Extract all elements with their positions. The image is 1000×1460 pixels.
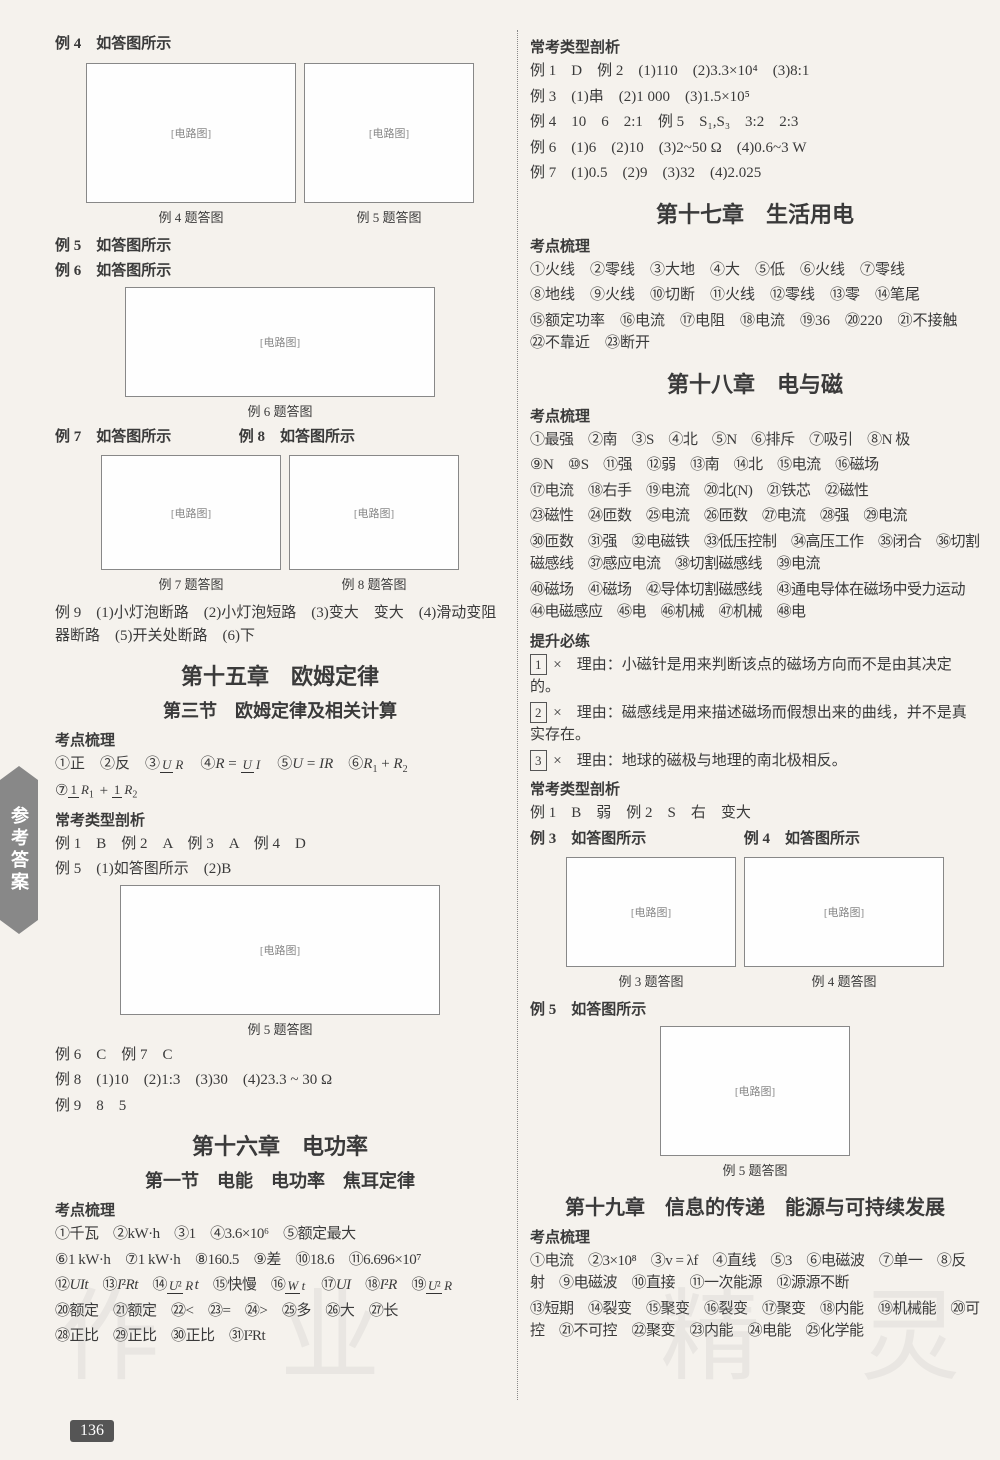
- figure-row-4-5: [电路图] 例 4 题答图 [电路图] 例 5 题答图: [55, 59, 505, 232]
- figure-ex5b-caption: 例 5 题答图: [55, 1019, 505, 1038]
- ck15-line4: 例 8 (1)10 (2)1:3 (3)30 (4)23.3 ~ 30 Ω: [55, 1069, 505, 1092]
- kaodian-heading-19: 考点梳理: [530, 1226, 980, 1247]
- figure-ex8: [电路图]: [289, 455, 459, 570]
- r-line1: 例 1 D 例 2 (1)110 (2)3.3×10⁴ (3)8:1: [530, 60, 980, 83]
- kaodian-heading-17: 考点梳理: [530, 235, 980, 256]
- figure-row-7-8: [电路图] 例 7 题答图 [电路图] 例 8 题答图: [55, 451, 505, 599]
- right-column: 常考类型剖析 例 1 D 例 2 (1)110 (2)3.3×10⁴ (3)8:…: [530, 30, 980, 1400]
- kd17-line1: ①火线 ②零线 ③大地 ④大 ⑤低 ⑥火线 ⑦零线: [530, 259, 980, 282]
- kd16-line1: ①千瓦 ②kW·h ③1 ④3.6×10⁶ ⑤额定最大: [55, 1223, 505, 1246]
- ck18-line2-3: 例 3 如答图所示 例 4 如答图所示: [530, 828, 980, 851]
- tisheng-heading: 提升必练: [530, 630, 980, 651]
- ts-line3: 3 × 理由：地球的磁极与地理的南北极相反。: [530, 750, 980, 773]
- kd16-line2: ⑥1 kW·h ⑦1 kW·h ⑧160.5 ⑨差 ⑩18.6 ⑪6.696×1…: [55, 1249, 505, 1272]
- chapter-16-title: 第十六章 电功率: [55, 1129, 505, 1161]
- ck15-line1: 例 1 B 例 2 A 例 3 A 例 4 D: [55, 833, 505, 856]
- r-line5: 例 7 (1)0.5 (2)9 (3)32 (4)2.025: [530, 162, 980, 185]
- ts2-text: × 理由：磁感线是用来描述磁场而假想出来的曲线，并不是真实存在。: [530, 705, 967, 744]
- figure-ex4-caption: 例 4 题答图: [86, 207, 296, 226]
- changkao-heading-18: 常考类型剖析: [530, 778, 980, 799]
- chapter-17-title: 第十七章 生活用电: [530, 197, 980, 229]
- kd16-line4: ⑳额定 ㉑额定 ㉒< ㉓= ㉔> ㉕多 ㉖大 ㉗长: [55, 1300, 505, 1323]
- ck18-ex5: 例 5 如答图所示: [530, 999, 980, 1022]
- kaodian-heading-15: 考点梳理: [55, 729, 505, 750]
- ck15-line2: 例 5 (1)如答图所示 (2)B: [55, 858, 505, 881]
- ck18-line1: 例 1 B 弱 例 2 S 右 变大: [530, 802, 980, 825]
- kd17-line2: ⑧地线 ⑨火线 ⑩切断 ⑪火线 ⑫零线 ⑬零 ⑭笔尾: [530, 284, 980, 307]
- ts-line1: 1 × 理由：小磁针是用来判断该点的磁场方向而不是由其决定的。: [530, 654, 980, 699]
- kaodian-heading-16: 考点梳理: [55, 1199, 505, 1220]
- changkao-heading-15: 常考类型剖析: [55, 809, 505, 830]
- section-15-3-title: 第三节 欧姆定律及相关计算: [55, 697, 505, 723]
- r-line4: 例 6 (1)6 (2)10 (3)2~50 Ω (4)0.6~3 W: [530, 137, 980, 160]
- kd17-line3: ⑮额定功率 ⑯电流 ⑰电阻 ⑱电流 ⑲36 ⑳220 ㉑不接触 ㉒不靠近 ㉓断开: [530, 310, 980, 355]
- kd15-content: ①正 ②反 ③UR ④R = UI ⑤U = IR ⑥R1 + R2: [55, 753, 505, 777]
- figure-ex7: [电路图]: [101, 455, 281, 570]
- column-divider: [517, 30, 518, 1400]
- chapter-15-title: 第十五章 欧姆定律: [55, 659, 505, 691]
- ts3-num: 3: [530, 750, 547, 772]
- kd19-line1: ①电流 ②3×10⁸ ③v = λf ④直线 ⑤3 ⑥电磁波 ⑦单一 ⑧反射 ⑨…: [530, 1250, 980, 1295]
- ts2-num: 2: [530, 702, 547, 724]
- kd18-line6: ㊵磁场 ㊶磁场 ㊷导体切割磁感线 ㊸通电导体在磁场中受力运动 ㊹电磁感应 ㊺电 …: [530, 579, 980, 624]
- kd18-line2: ⑨N ⑩S ⑪强 ⑫弱 ⑬南 ⑭北 ⑮电流 ⑯磁场: [530, 454, 980, 477]
- example-5-label: 例 5 如答图所示: [55, 235, 505, 258]
- example-7-label: 例 7 如答图所示: [55, 429, 171, 445]
- page-number: 136: [70, 1420, 114, 1442]
- r-line3: 例 4 10 6 2:1 例 5 S₁,S₃ 3:2 2:3: [530, 111, 980, 134]
- example-8-label: 例 8 如答图所示: [239, 429, 355, 445]
- figure-r-ex4-caption: 例 4 题答图: [744, 971, 944, 990]
- example-6-label: 例 6 如答图所示: [55, 260, 505, 283]
- example-7-8-row: 例 7 如答图所示 例 8 如答图所示: [55, 426, 505, 449]
- ts3-text: × 理由：地球的磁极与地理的南北极相反。: [553, 753, 846, 769]
- ts1-num: 1: [530, 654, 547, 676]
- figure-r-ex4: [电路图]: [744, 857, 944, 967]
- kd16-line3: ⑫UIt ⑬I²Rt ⑭U²Rt ⑮快慢 ⑯Wt ⑰UI ⑱I²R ⑲U²R: [55, 1274, 505, 1297]
- ts1-text: × 理由：小磁针是用来判断该点的磁场方向而不是由其决定的。: [530, 657, 952, 696]
- ck15-line5: 例 9 8 5: [55, 1095, 505, 1118]
- kd19-line2: ⑬短期 ⑭裂变 ⑮聚变 ⑯裂变 ⑰聚变 ⑱内能 ⑲机械能 ⑳可控 ㉑不可控 ㉒聚…: [530, 1298, 980, 1343]
- figure-ex6-caption: 例 6 题答图: [55, 401, 505, 420]
- sidebar-tab: 参考答案: [0, 780, 38, 920]
- ck18-ex4: 例 4 如答图所示: [744, 831, 860, 847]
- kaodian-heading-18: 考点梳理: [530, 405, 980, 426]
- ck15-line3: 例 6 C 例 7 C: [55, 1044, 505, 1067]
- figure-ex8-caption: 例 8 题答图: [289, 574, 459, 593]
- figure-row-r3-r4: [电路图] 例 3 题答图 [电路图] 例 4 题答图: [530, 853, 980, 996]
- section-16-1-title: 第一节 电能 电功率 焦耳定律: [55, 1167, 505, 1193]
- figure-ex5-caption: 例 5 题答图: [304, 207, 474, 226]
- figure-ex4: [电路图]: [86, 63, 296, 203]
- figure-ex5b: [电路图]: [120, 885, 440, 1015]
- r-line2: 例 3 (1)串 (2)1 000 (3)1.5×10⁵: [530, 86, 980, 109]
- kd18-line3: ⑰电流 ⑱右手 ⑲电流 ⑳北(N) ㉑铁芯 ㉒磁性: [530, 480, 980, 503]
- figure-r-ex5: [电路图]: [660, 1026, 850, 1156]
- left-column: 例 4 如答图所示 [电路图] 例 4 题答图 [电路图] 例 5 题答图 例 …: [55, 30, 505, 1400]
- chapter-18-title: 第十八章 电与磁: [530, 367, 980, 399]
- changkao-heading-r1: 常考类型剖析: [530, 36, 980, 57]
- chapter-19-title: 第十九章 信息的传递 能源与可持续发展: [530, 1191, 980, 1220]
- figure-ex6: [电路图]: [125, 287, 435, 397]
- kd15-content-2: ⑦1R1 + 1R2: [55, 780, 505, 803]
- figure-ex5: [电路图]: [304, 63, 474, 203]
- ts-line2: 2 × 理由：磁感线是用来描述磁场而假想出来的曲线，并不是真实存在。: [530, 702, 980, 747]
- kd18-line4: ㉓磁性 ㉔匝数 ㉕电流 ㉖匝数 ㉗电流 ㉘强 ㉙电流: [530, 505, 980, 528]
- figure-r-ex3-caption: 例 3 题答图: [566, 971, 736, 990]
- example-9: 例 9 (1)小灯泡断路 (2)小灯泡短路 (3)变大 变大 (4)滑动变阻器断…: [55, 602, 505, 647]
- kd18-line5: ㉚匝数 ㉛强 ㉜电磁铁 ㉝低压控制 ㉞高压工作 ㉟闭合 ㊱切割磁感线 ㊲感应电流…: [530, 531, 980, 576]
- page-content: 例 4 如答图所示 [电路图] 例 4 题答图 [电路图] 例 5 题答图 例 …: [55, 30, 980, 1400]
- example-4-label: 例 4 如答图所示: [55, 33, 505, 56]
- figure-ex7-caption: 例 7 题答图: [101, 574, 281, 593]
- figure-r-ex3: [电路图]: [566, 857, 736, 967]
- kd16-line5: ㉘正比 ㉙正比 ㉚正比 ㉛I²Rt: [55, 1325, 505, 1348]
- figure-r-ex5-caption: 例 5 题答图: [530, 1160, 980, 1179]
- ck18-ex3: 例 3 如答图所示: [530, 831, 646, 847]
- kd18-line1: ①最强 ②南 ③S ④北 ⑤N ⑥排斥 ⑦吸引 ⑧N 极: [530, 429, 980, 452]
